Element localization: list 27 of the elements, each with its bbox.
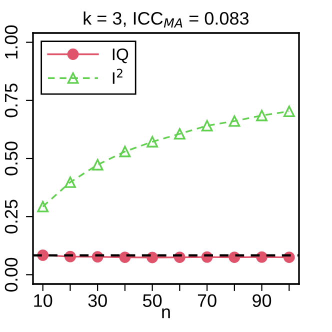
point (92, 159, 104, 170)
y-tick-label: 1.00 (4, 25, 18, 58)
x-tick-label: 30 (88, 294, 107, 307)
x-tick-label: 90 (252, 294, 272, 307)
point (256, 251, 268, 263)
y-tick-label: 0.00 (4, 258, 18, 292)
x-tick-label: 10 (34, 294, 52, 307)
x-tick-label: 70 (198, 294, 216, 307)
legend-label: I$^{2}$ (112, 68, 122, 84)
legend-label: IQ (112, 48, 128, 64)
point (146, 252, 158, 264)
point (201, 120, 213, 132)
point (119, 146, 131, 158)
x-axis-title: n (162, 308, 170, 318)
chart-title: k = 3, ICC$_{MA}$ = 0.083 (84, 11, 249, 28)
point (283, 106, 295, 118)
point (119, 252, 131, 263)
y-tick-label: 0.50 (4, 142, 18, 176)
point (256, 110, 268, 122)
point (37, 200, 49, 212)
point (228, 115, 240, 127)
point (146, 136, 158, 148)
x-tick-label: 50 (143, 294, 162, 307)
point (64, 176, 76, 188)
y-tick-label: 0.25 (4, 200, 18, 234)
y-tick-label: 0.75 (4, 84, 18, 118)
point (174, 128, 186, 140)
